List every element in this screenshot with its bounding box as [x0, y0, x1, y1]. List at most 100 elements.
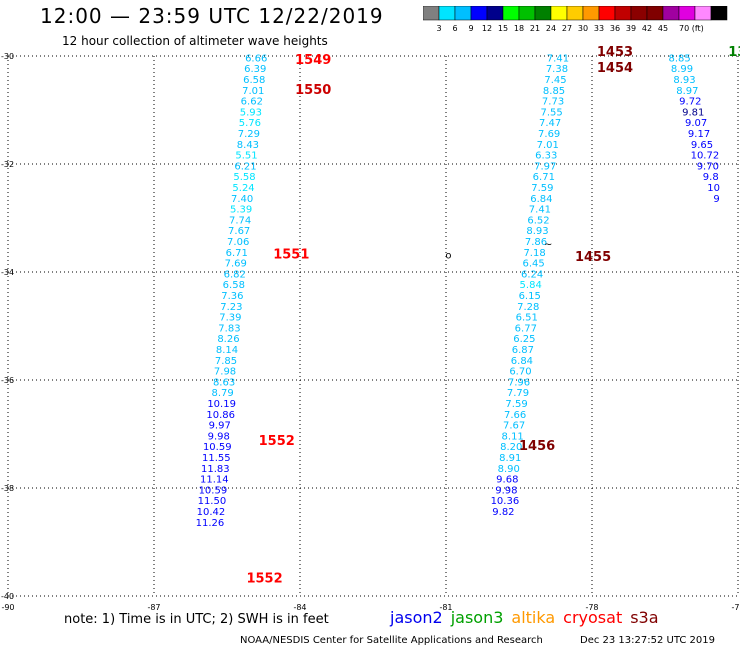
time-label: 1550	[295, 83, 331, 98]
y-tick-label: -32	[1, 160, 14, 169]
x-tick-label: -75	[731, 603, 740, 612]
color-scale-label: 18	[514, 24, 524, 33]
wave-height-label: 7.01	[537, 140, 559, 151]
wave-height-label: 6.70	[509, 367, 531, 378]
wave-height-label: 6.25	[513, 334, 535, 345]
wave-height-label: 5.39	[230, 205, 252, 216]
wave-height-label: 6.84	[530, 194, 552, 205]
x-tick-label: -87	[147, 603, 160, 612]
wave-height-label: 9.98	[208, 431, 230, 442]
wave-height-label: 7.47	[539, 118, 561, 129]
wave-height-label: 9	[713, 194, 719, 205]
wave-height-label: 7.36	[221, 291, 243, 302]
wave-height-label: 8.99	[671, 64, 693, 75]
satellite-legend: jason2 jason3 altika cryosat s3a	[390, 608, 667, 627]
x-tick-label: -78	[585, 603, 598, 612]
wave-height-label: 10.42	[197, 507, 226, 518]
wave-height-label: 7.73	[542, 97, 564, 108]
wave-height-label: 7.18	[523, 248, 545, 259]
wave-height-label: 10.36	[491, 496, 520, 507]
wave-height-label: 6.39	[244, 64, 266, 75]
wave-height-label: 6.24	[521, 269, 543, 280]
wave-height-label: 7.66	[504, 410, 526, 421]
time-label: 1455	[575, 250, 611, 265]
wave-height-label: 9.07	[685, 118, 707, 129]
satellite-legend-jason3: jason3	[450, 608, 504, 627]
satellite-legend-altika: altika	[511, 608, 556, 627]
wave-height-label: 10.19	[207, 399, 236, 410]
chart-subtitle: 12 hour collection of altimeter wave hei…	[62, 34, 328, 48]
wave-height-label: 6.58	[243, 75, 265, 86]
wave-height-label: 11.14	[200, 475, 229, 486]
wave-height-label: 7.45	[544, 75, 566, 86]
wave-height-label: 7.29	[238, 129, 260, 140]
wave-height-label: 7.59	[505, 399, 527, 410]
color-scale-label: 9	[468, 24, 473, 33]
wave-height-label: 6.15	[519, 291, 541, 302]
wave-height-label: 7.23	[220, 302, 242, 313]
x-tick-label: -90	[1, 603, 14, 612]
y-tick-label: -36	[1, 376, 14, 385]
time-label: 1549	[295, 53, 331, 68]
time-label: 1454	[597, 61, 633, 76]
wave-height-label: 6.82	[224, 269, 246, 280]
wave-height-label: 7.59	[531, 183, 553, 194]
wave-height-label: 10.72	[691, 151, 720, 162]
wave-height-label: 8.20	[500, 442, 522, 453]
wave-height-label: 11.50	[198, 496, 227, 507]
wave-height-label: 8.97	[676, 86, 698, 97]
chart-title: 12:00 — 23:59 UTC 12/22/2019	[40, 4, 384, 28]
track-marker: ~	[544, 240, 552, 251]
satellite-legend-cryosat: cryosat	[563, 608, 623, 627]
time-label: 1551	[273, 248, 309, 263]
wave-height-label: 9.81	[682, 107, 704, 118]
wave-height-label: 7.40	[231, 194, 253, 205]
wave-height-label: 6.45	[522, 259, 544, 270]
color-scale-label: 21	[530, 24, 540, 33]
wave-height-label: 5.93	[240, 107, 262, 118]
wave-height-label: 7.69	[538, 129, 560, 140]
wave-height-label: 8.93	[673, 75, 695, 86]
wave-height-label: 9.97	[209, 421, 231, 432]
x-tick-label: -81	[439, 603, 452, 612]
color-swatch	[710, 6, 728, 21]
color-scale-label: 42	[642, 24, 652, 33]
wave-height-label: 8.43	[237, 140, 259, 151]
wave-height-label: 6.87	[512, 345, 534, 356]
wave-height-label: 6.51	[516, 313, 538, 324]
wave-height-label: 6.77	[515, 323, 537, 334]
color-scale-label: 15	[498, 24, 508, 33]
wave-height-label: 7.01	[242, 86, 264, 97]
color-scale-label: 6	[452, 24, 457, 33]
footnote: note: 1) Time is in UTC; 2) SWH is in fe…	[64, 612, 329, 627]
wave-height-label: 5.76	[239, 118, 261, 129]
wave-height-label: 7.67	[228, 226, 250, 237]
wave-height-label: 8.26	[217, 334, 239, 345]
wave-height-label: 7.06	[227, 237, 249, 248]
wave-height-label: 9.8	[703, 172, 719, 183]
wave-height-label: 8.91	[499, 453, 521, 464]
color-scale-label: 70 (ft)	[679, 24, 704, 33]
satellite-legend-s3a: s3a	[630, 608, 659, 627]
wave-height-label: 10.59	[203, 442, 232, 453]
wave-height-label: 9.98	[495, 485, 517, 496]
satellite-legend-jason2: jason2	[390, 608, 443, 627]
wave-height-label: 5.84	[520, 280, 542, 291]
x-tick-label: -84	[293, 603, 306, 612]
color-scale-label: 33	[594, 24, 604, 33]
y-tick-label: -30	[1, 52, 14, 61]
wave-height-label: 7.83	[218, 323, 240, 334]
wave-height-label: 8.79	[211, 388, 233, 399]
wave-height-label: 8.85	[668, 53, 690, 64]
wave-height-label: 6.58	[223, 280, 245, 291]
wave-height-label: 10.59	[199, 485, 228, 496]
wave-height-label: 7.38	[546, 64, 568, 75]
wave-height-label: 8.63	[213, 377, 235, 388]
wave-height-label: 7.86	[525, 237, 547, 248]
time-label: 1300	[728, 45, 740, 60]
color-scale-label: 36	[610, 24, 620, 33]
wave-height-label: 7.96	[508, 377, 530, 388]
wave-height-label: 7.67	[503, 421, 525, 432]
wave-height-label: 7.98	[214, 367, 236, 378]
wave-height-label: 11.83	[201, 464, 230, 475]
